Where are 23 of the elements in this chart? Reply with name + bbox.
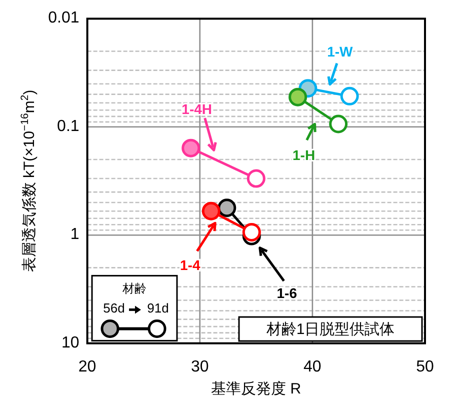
annotation: 材齢1日脱型供試体 — [265, 320, 395, 338]
point — [218, 198, 236, 218]
point — [202, 202, 220, 220]
x-tick-label: 50 — [416, 358, 434, 376]
annotation: 56d — [103, 301, 125, 316]
legend: 材齢 56d 91d — [91, 274, 178, 342]
y-tick-label: 10 — [62, 334, 80, 352]
legend-label: 1-6 — [276, 284, 298, 301]
point — [288, 88, 308, 106]
legend-title: 材齢 — [122, 282, 146, 296]
y-tick-label: 1 — [70, 226, 80, 244]
series-label: 1-W — [327, 43, 354, 60]
point — [182, 138, 200, 158]
y-tick-label: 0.1 — [57, 118, 80, 136]
x-tick-label: 20 — [78, 358, 96, 376]
legend-label: 1-4 — [180, 256, 200, 273]
legend-label: 1-H — [292, 146, 316, 163]
x-tick-label: 40 — [304, 358, 322, 376]
x-tick-label: 30 — [190, 358, 209, 376]
y-tick-label: 0.01 — [48, 10, 80, 27]
x-axis-title: 基準反発度 R — [211, 380, 302, 398]
annotation: 91d — [147, 301, 169, 316]
picture-note-box: 材齢1日脱型供試体 — [238, 316, 423, 342]
